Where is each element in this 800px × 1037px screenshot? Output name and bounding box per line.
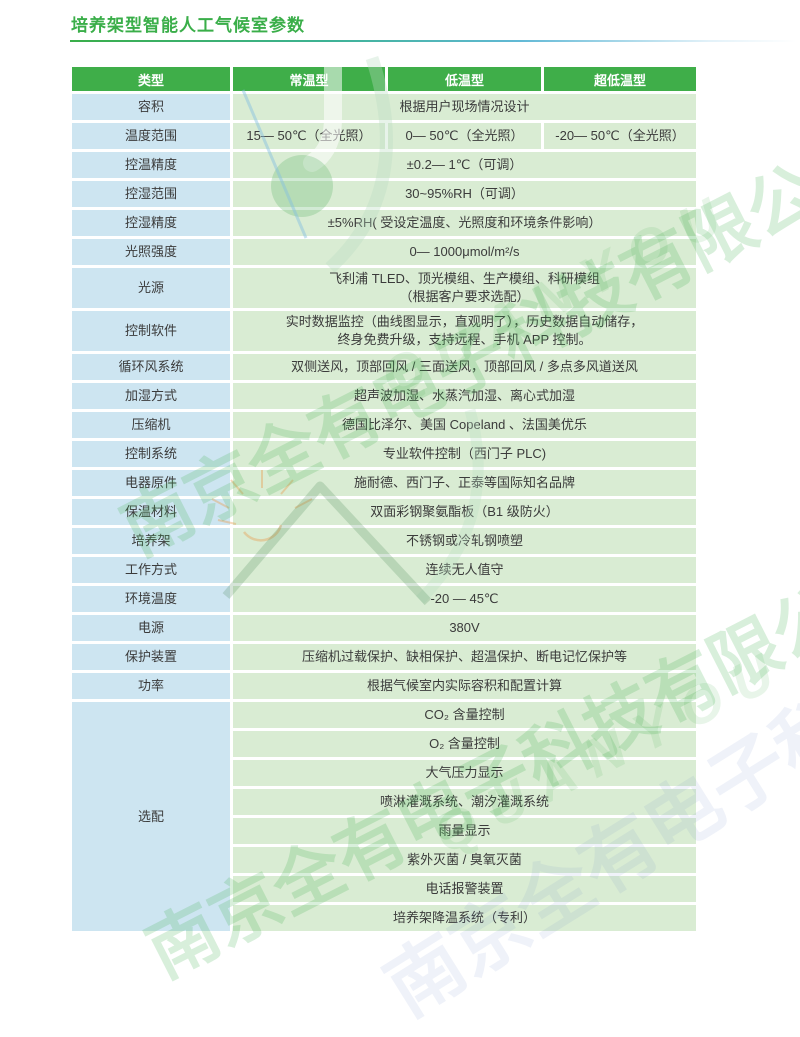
table-row: 控湿精度 ±5%RH( 受设定温度、光照度和环境条件影响）	[72, 210, 696, 236]
row-value: O₂ 含量控制	[233, 731, 696, 757]
row-label: 保护装置	[72, 644, 230, 670]
table-row: 紫外灭菌 / 臭氧灭菌	[72, 847, 696, 873]
row-value: 超声波加湿、水蒸汽加湿、离心式加湿	[233, 383, 696, 409]
row-label: 控湿精度	[72, 210, 230, 236]
row-value: 双侧送风，顶部回风 / 三面送风，顶部回风 / 多点多风道送风	[233, 354, 696, 380]
row-value: 专业软件控制（西门子 PLC)	[233, 441, 696, 467]
row-label: 压缩机	[72, 412, 230, 438]
column-header: 超低温型	[544, 67, 696, 91]
row-label: 保温材料	[72, 499, 230, 525]
row-value: ±5%RH( 受设定温度、光照度和环境条件影响）	[233, 210, 696, 236]
row-label: 温度范围	[72, 123, 230, 149]
table-row: 光照强度 0— 1000μmol/m²/s	[72, 239, 696, 265]
row-label: 培养架	[72, 528, 230, 554]
table-row: 温度范围 15— 50℃（全光照） 0— 50℃（全光照） -20— 50℃（全光照）	[72, 123, 696, 149]
table-body: 容积 根据用户现场情况设计 温度范围 15— 50℃（全光照） 0— 50℃（全光照） -…	[72, 94, 696, 931]
row-value: 根据气候室内实际容积和配置计算	[233, 673, 696, 699]
row-value: 380V	[233, 615, 696, 641]
row-label: 工作方式	[72, 557, 230, 583]
row-value: 紫外灭菌 / 臭氧灭菌	[233, 847, 696, 873]
table-row: O₂ 含量控制	[72, 731, 696, 757]
row-value: 培养架降温系统（专利）	[233, 905, 696, 931]
row-value: 飞利浦 TLED、顶光模组、生产模组、科研模组 （根据客户要求选配）	[233, 268, 696, 308]
row-value: 实时数据监控（曲线图显示，直观明了），历史数据自动储存， 终身免费升级，支持远程…	[233, 311, 696, 351]
table-row: 保温材料 双面彩钢聚氨酯板（B1 级防火）	[72, 499, 696, 525]
row-label: 控湿范围	[72, 181, 230, 207]
row-label: 控制软件	[72, 311, 230, 351]
table-row: 选配 CO₂ 含量控制	[72, 702, 696, 931]
row-value: CO₂ 含量控制	[233, 702, 696, 728]
table-row: 培养架 不锈钢或冷轧钢喷塑	[72, 528, 696, 554]
title-underline	[70, 40, 796, 42]
header-row: 类型 常温型 低温型 超低温型	[72, 67, 696, 91]
table-row: 控制系统 专业软件控制（西门子 PLC)	[72, 441, 696, 467]
row-value: 电话报警装置	[233, 876, 696, 902]
column-header: 常温型	[233, 67, 385, 91]
row-value: 连续无人值守	[233, 557, 696, 583]
row-value: 施耐德、西门子、正泰等国际知名品牌	[233, 470, 696, 496]
row-label: 环境温度	[72, 586, 230, 612]
table-row: 环境温度 -20 — 45℃	[72, 586, 696, 612]
row-label: 循环风系统	[72, 354, 230, 380]
row-label: 电器原件	[72, 470, 230, 496]
row-value: 压缩机过载保护、缺相保护、超温保护、断电记忆保护等	[233, 644, 696, 670]
table-row: 循环风系统 双侧送风，顶部回风 / 三面送风，顶部回风 / 多点多风道送风	[72, 354, 696, 380]
table-row: 保护装置 压缩机过载保护、缺相保护、超温保护、断电记忆保护等	[72, 644, 696, 670]
table-row: 大气压力显示	[72, 760, 696, 786]
table-row: 容积 根据用户现场情况设计	[72, 94, 696, 120]
row-value: 大气压力显示	[233, 760, 696, 786]
row-value: 0— 1000μmol/m²/s	[233, 239, 696, 265]
table-row: 电源 380V	[72, 615, 696, 641]
table-row: 喷淋灌溉系统、潮汐灌溉系统	[72, 789, 696, 815]
table-row: 控温精度 ±0.2— 1℃（可调）	[72, 152, 696, 178]
row-value: 雨量显示	[233, 818, 696, 844]
row-value: 30~95%RH（可调）	[233, 181, 696, 207]
table-row: 光源 飞利浦 TLED、顶光模组、生产模组、科研模组 （根据客户要求选配）	[72, 268, 696, 308]
row-label: 选配	[72, 702, 230, 931]
row-label: 功率	[72, 673, 230, 699]
row-label: 光源	[72, 268, 230, 308]
row-value: 根据用户现场情况设计	[233, 94, 696, 120]
column-header: 低温型	[388, 67, 541, 91]
table-row: 电话报警装置	[72, 876, 696, 902]
row-value: 德国比泽尔、美国 Copeland 、法国美优乐	[233, 412, 696, 438]
row-value: ±0.2— 1℃（可调）	[233, 152, 696, 178]
table-row: 功率 根据气候室内实际容积和配置计算	[72, 673, 696, 699]
table-row: 工作方式 连续无人值守	[72, 557, 696, 583]
row-label: 控制系统	[72, 441, 230, 467]
row-label: 光照强度	[72, 239, 230, 265]
row-value: 喷淋灌溉系统、潮汐灌溉系统	[233, 789, 696, 815]
row-value: 15— 50℃（全光照）	[233, 123, 385, 149]
row-value: 0— 50℃（全光照）	[388, 123, 541, 149]
table-row: 雨量显示	[72, 818, 696, 844]
row-value: 双面彩钢聚氨酯板（B1 级防火）	[233, 499, 696, 525]
table-row: 加湿方式 超声波加湿、水蒸汽加湿、离心式加湿	[72, 383, 696, 409]
page-title: 培养架型智能人工气候室参数	[71, 16, 305, 35]
row-label: 加湿方式	[72, 383, 230, 409]
row-value: 不锈钢或冷轧钢喷塑	[233, 528, 696, 554]
row-label: 控温精度	[72, 152, 230, 178]
row-label: 容积	[72, 94, 230, 120]
row-value: -20— 50℃（全光照）	[544, 123, 696, 149]
table-row: 压缩机 德国比泽尔、美国 Copeland 、法国美优乐	[72, 412, 696, 438]
table-row: 电器原件 施耐德、西门子、正泰等国际知名品牌	[72, 470, 696, 496]
row-label: 电源	[72, 615, 230, 641]
spec-table: 类型 常温型 低温型 超低温型 容积 根据用户现场情况设计 温度范围 15— 50℃（全光照…	[69, 64, 699, 934]
table-row: 控湿范围 30~95%RH（可调）	[72, 181, 696, 207]
row-value: -20 — 45℃	[233, 586, 696, 612]
table-row: 控制软件 实时数据监控（曲线图显示，直观明了），历史数据自动储存， 终身免费升级，…	[72, 311, 696, 351]
column-header: 类型	[72, 67, 230, 91]
